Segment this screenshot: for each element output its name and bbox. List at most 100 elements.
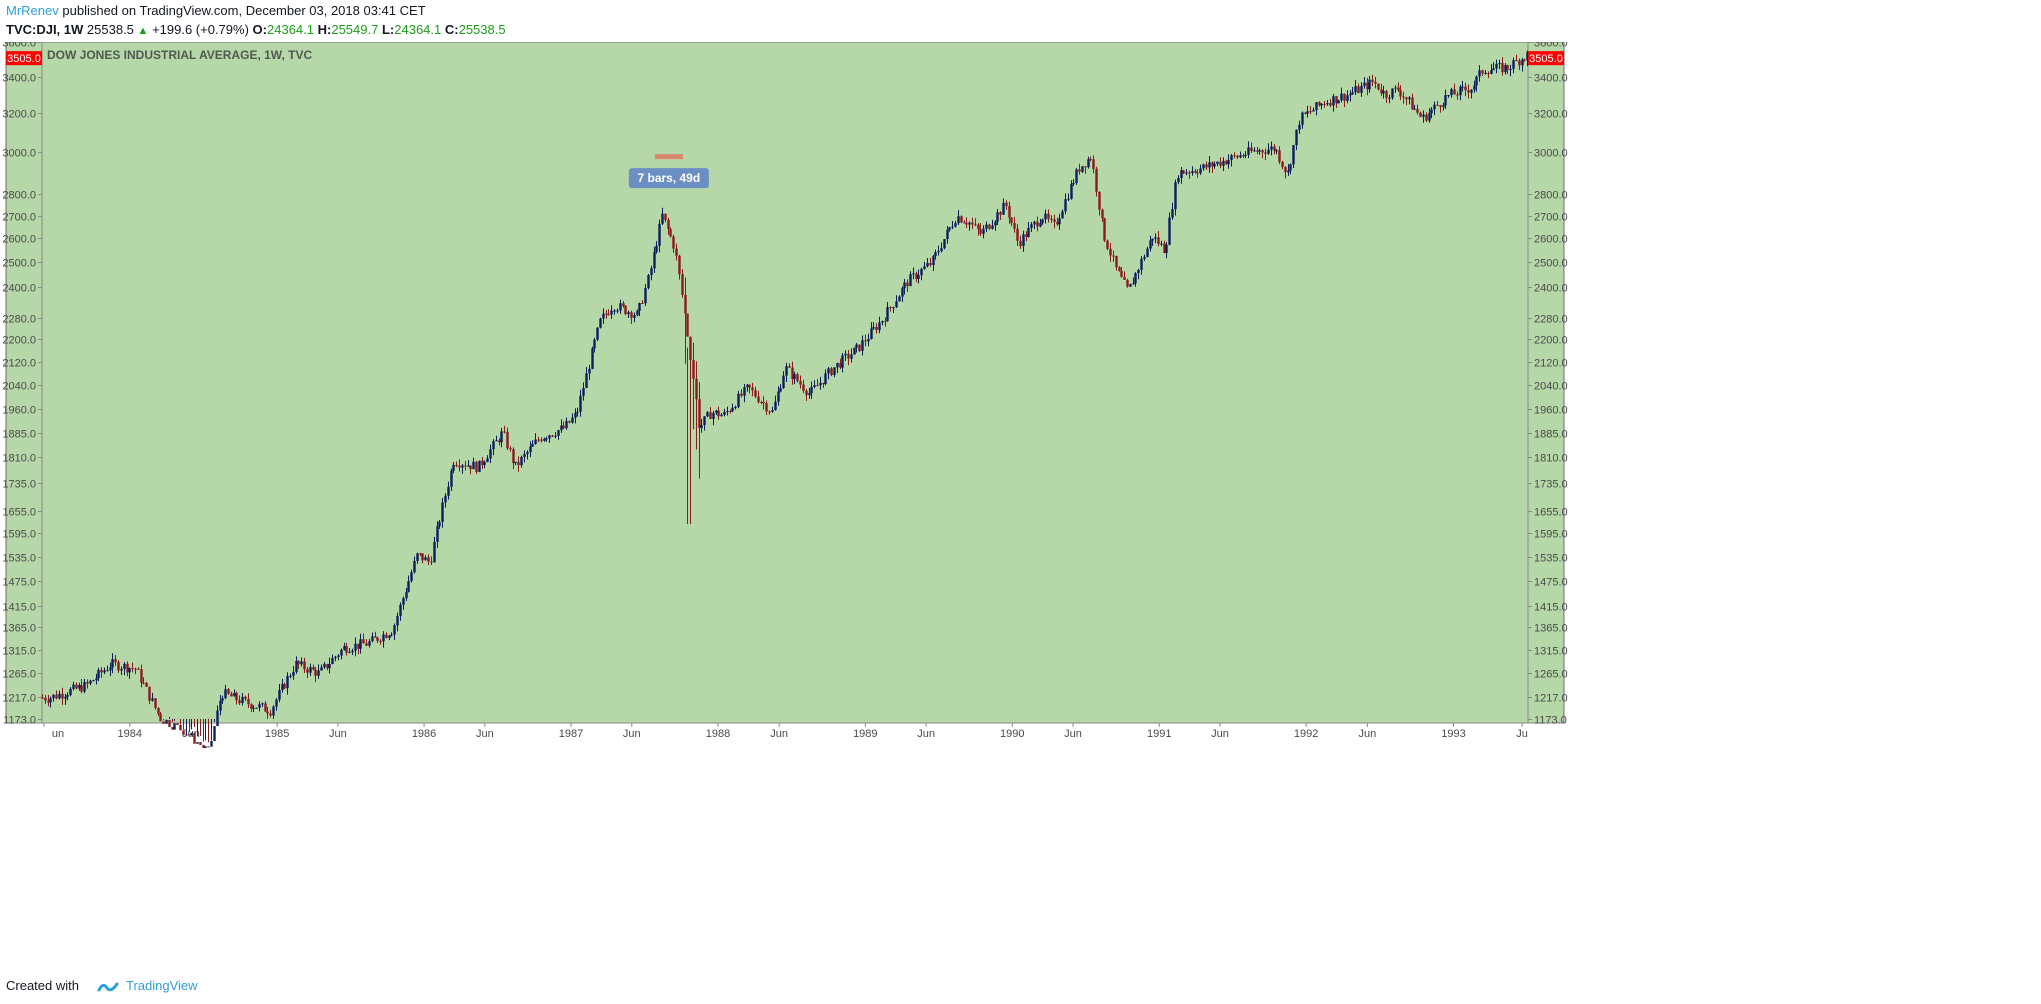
candle-up <box>210 740 213 747</box>
candle-up <box>92 680 95 682</box>
candle-up <box>275 699 278 707</box>
candle-up <box>782 375 785 389</box>
candle-down <box>1264 152 1267 154</box>
open-label: O: <box>252 22 267 37</box>
candle-down <box>765 403 768 412</box>
candle-down <box>698 399 701 428</box>
published-text: published on TradingView.com, December 0… <box>62 3 426 18</box>
price-chart[interactable]: DOW JONES INDUSTRIAL AVERAGE, 1W, TVC 360… <box>0 38 2041 968</box>
candle-down <box>1425 114 1428 121</box>
candle-down <box>230 693 233 697</box>
candle-up <box>340 649 343 656</box>
chart-container[interactable]: DOW JONES INDUSTRIAL AVERAGE, 1W, TVC 360… <box>0 38 2041 968</box>
candle-up <box>478 460 481 472</box>
candle-up <box>441 502 444 522</box>
candle-up <box>1332 96 1335 106</box>
candle-down <box>376 637 379 641</box>
candle-down <box>805 390 808 396</box>
candle-up <box>1442 105 1445 108</box>
candle-down <box>1377 83 1380 90</box>
candle-up <box>726 411 729 413</box>
candle-up <box>616 310 619 312</box>
y-tick-label-left: 2120.0 <box>2 358 36 370</box>
y-tick-label-left: 2040.0 <box>2 381 36 393</box>
candle-up <box>272 706 275 716</box>
candle-up <box>1070 184 1073 199</box>
candle-up <box>833 367 836 376</box>
candle-up <box>948 227 951 230</box>
candle-down <box>788 366 791 368</box>
low-label: L: <box>381 22 395 37</box>
candle-up <box>1320 103 1323 106</box>
candle-up <box>58 693 61 699</box>
candle-down <box>162 721 165 724</box>
candle-up <box>1512 60 1515 70</box>
candle-up <box>870 328 873 339</box>
candle-up <box>554 435 557 437</box>
candle-up <box>292 671 295 676</box>
candle-up <box>447 486 450 496</box>
candle-up <box>610 310 613 315</box>
candle-down <box>622 303 625 306</box>
candle-up <box>1292 145 1295 165</box>
candle-up <box>1258 150 1261 152</box>
candle-up <box>1044 213 1047 220</box>
candle-up <box>1132 283 1135 285</box>
candle-down <box>464 465 467 467</box>
candle-down <box>1278 150 1281 162</box>
candle-down <box>624 305 627 315</box>
candle-up <box>1239 155 1242 158</box>
symbol-label: TVC:DJI, 1W <box>6 22 84 37</box>
candle-down <box>131 668 134 670</box>
candle-up <box>1033 221 1036 225</box>
candle-down <box>179 724 182 731</box>
candle-down <box>1188 172 1191 174</box>
candle-down <box>641 303 644 305</box>
candle-up <box>619 303 622 311</box>
candle-down <box>148 686 151 701</box>
candle-up <box>123 663 126 669</box>
candle-down <box>1078 169 1081 172</box>
candle-down <box>1242 155 1245 157</box>
candle-up <box>596 327 599 340</box>
candle-up <box>1475 76 1478 86</box>
candle-up <box>405 591 408 599</box>
candle-down <box>365 643 368 646</box>
candle-up <box>348 652 351 654</box>
candle-up <box>588 368 591 374</box>
candle-down <box>157 707 160 714</box>
tradingview-brand-link[interactable]: TradingView <box>126 978 198 993</box>
candle-up <box>574 412 577 418</box>
candle-down <box>41 697 44 699</box>
candle-up <box>438 521 441 527</box>
candle-down <box>1397 87 1400 91</box>
candle-up <box>461 465 464 468</box>
candle-up <box>743 387 746 396</box>
candle-up <box>1171 209 1174 218</box>
candle-up <box>1428 113 1431 121</box>
candle-up <box>1072 183 1075 185</box>
candle-up <box>872 326 875 329</box>
candle-up <box>1185 172 1188 174</box>
candle-up <box>785 366 788 376</box>
candle-down <box>455 464 458 466</box>
candle-up <box>111 659 114 668</box>
candle-down <box>1008 206 1011 218</box>
candle-up <box>1143 256 1146 259</box>
candle-up <box>779 388 782 392</box>
candle-down <box>1098 191 1101 210</box>
candle-up <box>706 412 709 417</box>
candle-up <box>219 700 222 711</box>
x-tick-label: 1990 <box>1000 728 1024 740</box>
candle-down <box>517 461 520 466</box>
candle-down <box>469 465 472 470</box>
candle-down <box>61 693 64 699</box>
author-link[interactable]: MrRenev <box>6 3 59 18</box>
candle-down <box>314 669 317 676</box>
candle-down <box>75 684 78 689</box>
candle-up <box>1137 269 1140 274</box>
candle-down <box>126 663 129 673</box>
candle-down <box>1411 97 1414 110</box>
candle-up <box>407 581 410 592</box>
candle-up <box>1222 160 1225 166</box>
